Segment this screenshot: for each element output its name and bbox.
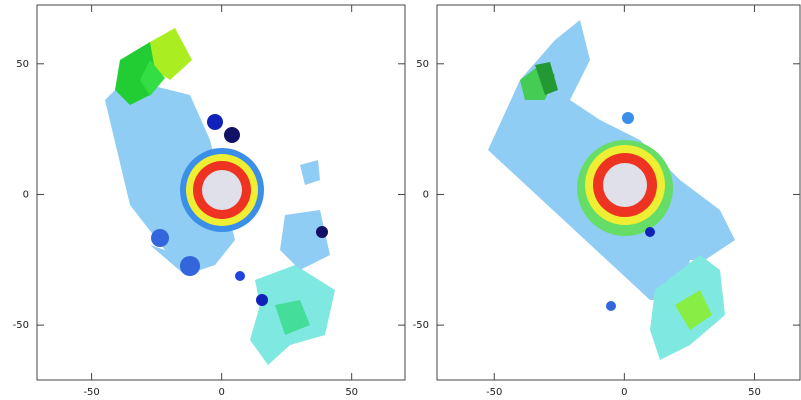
y-tick-label: 50 [16,59,29,70]
plot-frame [436,4,801,381]
y-tick-label: 0 [23,189,29,200]
x-tick-label: -50 [486,387,502,398]
x-tick-label: 50 [345,387,358,398]
x-tick-label: 0 [621,387,627,398]
y-tick-label: 50 [416,59,429,70]
x-tick-label: 50 [748,387,761,398]
map-image [488,20,735,360]
map-image [105,28,335,365]
y-tick-label: 0 [423,189,429,200]
y-tick-label: -50 [413,320,429,331]
x-tick-label: 0 [218,387,224,398]
plot-frame [36,4,406,381]
x-tick-label: -50 [83,387,99,398]
y-tick-label: -50 [13,320,29,331]
